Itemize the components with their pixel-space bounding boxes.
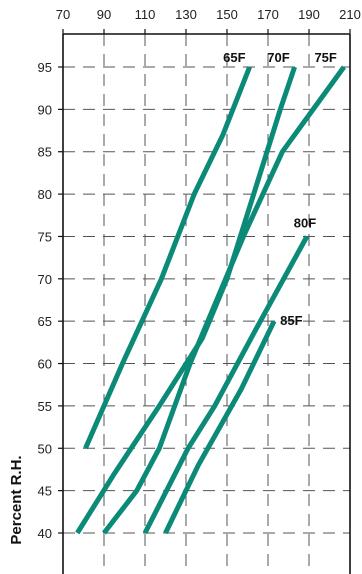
axes	[58, 29, 351, 574]
x-tick-label-70: 70	[56, 7, 70, 22]
x-tick-label-150: 150	[216, 7, 238, 22]
y-tick-label-55: 55	[38, 399, 52, 414]
y-axis-title: Percent R.H.	[8, 455, 25, 544]
series-line-80F	[142, 235, 310, 535]
y-tick-label-65: 65	[38, 314, 52, 329]
series-line-85F	[163, 320, 277, 535]
series-lines	[75, 65, 346, 535]
series-label-80F: 80F	[294, 215, 316, 230]
y-tick-label-85: 85	[38, 145, 52, 160]
series-line-75F	[102, 65, 346, 535]
y-tick-label-50: 50	[38, 441, 52, 456]
y-tick-label-70: 70	[38, 272, 52, 287]
series-labels: 65F 70F 75F 80F 85F	[223, 50, 337, 328]
series-label-65F: 65F	[223, 50, 245, 65]
y-tick-label-75: 75	[38, 229, 52, 244]
series-label-70F: 70F	[267, 50, 289, 65]
y-tick-label-60: 60	[38, 357, 52, 372]
y-tick-label-40: 40	[38, 526, 52, 541]
x-tick-label-190: 190	[298, 7, 320, 22]
x-tick-label-130: 130	[175, 7, 197, 22]
series-label-75F: 75F	[314, 50, 336, 65]
series-line-65F	[83, 66, 252, 450]
tick-labels: 70 90 110 130 150 170 190 210 40 45 50 55 60 65 70 75 80…	[38, 7, 361, 541]
x-tick-label-90: 90	[97, 7, 111, 22]
y-tick-label-90: 90	[38, 102, 52, 117]
x-tick-label-210: 210	[339, 7, 361, 22]
x-tick-label-170: 170	[257, 7, 279, 22]
y-tick-label-95: 95	[38, 60, 52, 75]
y-tick-label-45: 45	[38, 484, 52, 499]
series-label-85F: 85F	[280, 313, 302, 328]
x-tick-label-110: 110	[135, 7, 156, 22]
y-tick-label-80: 80	[38, 187, 52, 202]
